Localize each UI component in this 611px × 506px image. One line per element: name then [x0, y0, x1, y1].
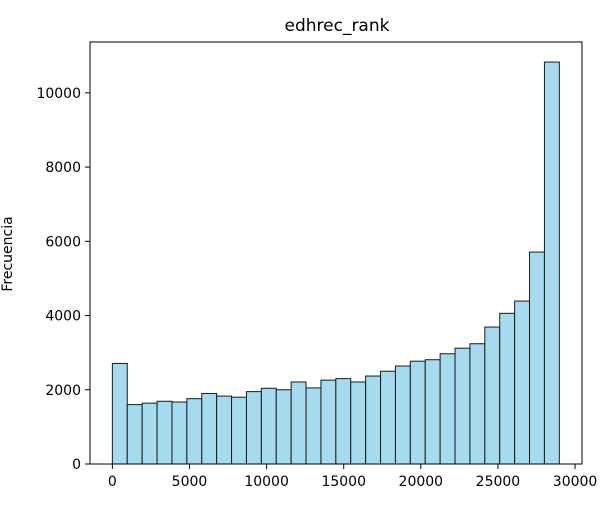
histogram-bars [111, 61, 560, 465]
y-tick-label: 8000 [45, 160, 81, 176]
histogram-bar [216, 395, 233, 465]
histogram-bar [380, 370, 396, 465]
histogram-bar [484, 326, 501, 465]
histogram-bar [201, 392, 218, 465]
histogram-bar [469, 343, 486, 465]
histogram-bar [141, 402, 158, 465]
x-tick-label: 15000 [321, 474, 366, 490]
x-tick-label: 5000 [172, 474, 208, 490]
y-tick-label: 6000 [45, 234, 81, 250]
histogram-bar [409, 360, 426, 465]
histogram-bar [394, 365, 411, 465]
histogram-bar [305, 387, 322, 465]
histogram-bar [111, 362, 128, 465]
chart-title: edhrec_rank [285, 16, 390, 36]
histogram-bar [439, 353, 456, 465]
histogram-bar [260, 387, 277, 465]
y-tick-label: 2000 [45, 383, 81, 399]
x-axis-ticks: 0 5000 10000 15000 20000 25000 30000 [108, 464, 597, 490]
y-axis-label: Frecuencia [0, 216, 16, 291]
plot-frame [89, 41, 583, 465]
y-axis-ticks: 0 2000 4000 6000 8000 10000 [36, 86, 90, 473]
histogram-bar [514, 300, 531, 465]
x-tick-label: 10000 [244, 474, 289, 490]
histogram-bar [126, 404, 143, 465]
histogram-bar [320, 379, 337, 465]
histogram-bar [543, 61, 560, 465]
histogram-bar [245, 391, 262, 465]
histogram-bar [424, 359, 441, 465]
x-tick-label: 25000 [476, 474, 521, 490]
histogram-bar [231, 396, 247, 465]
y-tick-label: 10000 [36, 86, 81, 102]
histogram-bar [454, 347, 471, 465]
y-tick-label: 0 [72, 457, 81, 473]
x-tick-label: 0 [108, 474, 117, 490]
histogram-bar [171, 401, 188, 465]
histogram-bar [335, 378, 352, 465]
x-tick-label: 20000 [399, 474, 444, 490]
histogram-bar [275, 389, 292, 465]
histogram-bar [186, 398, 203, 465]
y-tick-label: 4000 [45, 309, 81, 325]
x-tick-label: 30000 [553, 474, 598, 490]
histogram-bar [156, 400, 173, 465]
histogram-bar [365, 375, 382, 465]
histogram-bar [290, 381, 307, 465]
histogram-bar [529, 251, 545, 465]
histogram-bar [350, 381, 367, 465]
histogram-bar [499, 312, 516, 465]
